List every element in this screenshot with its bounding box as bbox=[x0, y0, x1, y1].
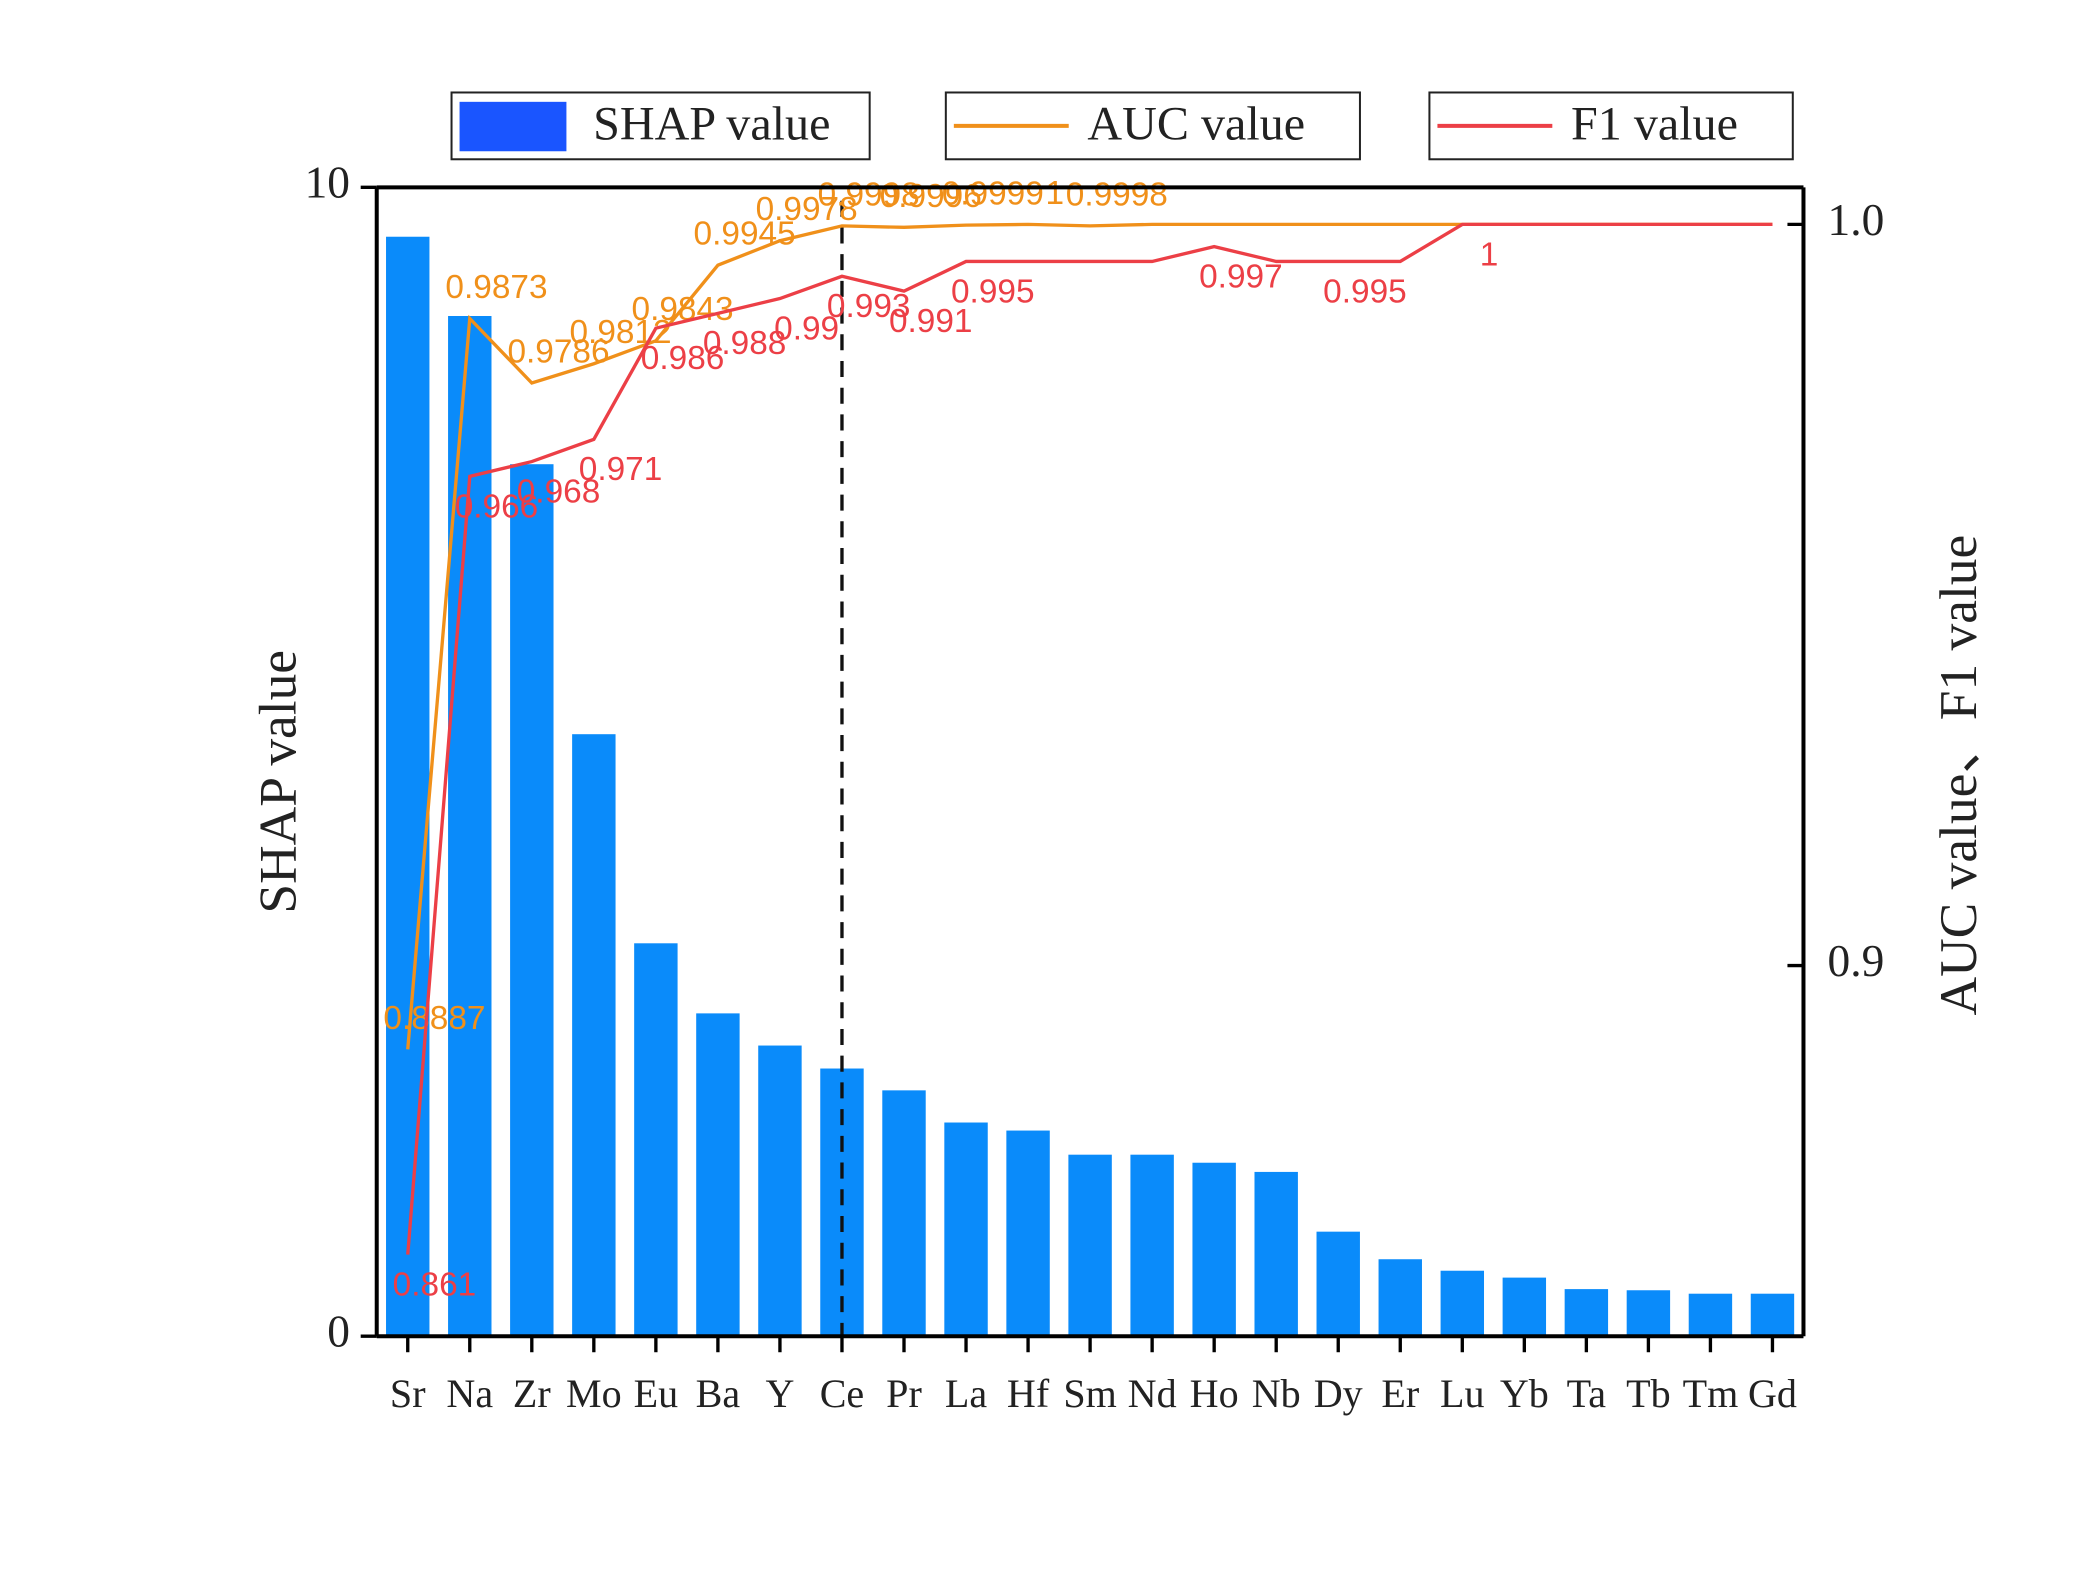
legend-box bbox=[1428, 91, 1794, 161]
data-label: 0.9998 bbox=[1066, 176, 1168, 213]
data-label: 0.993 bbox=[827, 288, 911, 325]
bar bbox=[1626, 1290, 1671, 1337]
data-label: 0.9786 bbox=[507, 333, 609, 370]
y-tick-label: 0 bbox=[327, 1307, 350, 1357]
data-label: 0.9945 bbox=[694, 216, 796, 253]
bar bbox=[572, 734, 616, 1337]
x-tick-label: Nb bbox=[1252, 1371, 1301, 1416]
x-tick-label: Y bbox=[765, 1371, 794, 1416]
data-label: 1 bbox=[1480, 236, 1499, 273]
x-tick-label: La bbox=[945, 1371, 987, 1416]
x-tick-label: Ta bbox=[1567, 1371, 1607, 1416]
data-label: 0.861 bbox=[393, 1267, 477, 1304]
data-label: 0.966 bbox=[455, 488, 539, 525]
bar bbox=[1006, 1130, 1050, 1337]
bar bbox=[510, 464, 554, 1337]
line bbox=[406, 222, 1773, 1255]
bar bbox=[758, 1045, 802, 1337]
legend-label: F1 value bbox=[1571, 98, 1738, 151]
bar bbox=[696, 1013, 740, 1337]
x-tick-label: Sr bbox=[390, 1371, 426, 1416]
x-tick-label: Pr bbox=[886, 1371, 922, 1416]
x-tick-label: Gd bbox=[1748, 1371, 1797, 1416]
bar bbox=[386, 236, 430, 1337]
legend-swatch bbox=[459, 101, 567, 152]
data-label: 0.991 bbox=[889, 303, 973, 340]
x-tick-label: Mo bbox=[566, 1371, 622, 1416]
bar bbox=[1068, 1154, 1112, 1337]
x-tick-label: Tm bbox=[1683, 1371, 1739, 1416]
bar bbox=[634, 943, 678, 1337]
bar bbox=[1440, 1270, 1485, 1337]
bar bbox=[1688, 1293, 1733, 1337]
data-label: 0.9998 bbox=[818, 176, 920, 213]
x-tick-label: Tb bbox=[1626, 1371, 1671, 1416]
bar bbox=[944, 1122, 988, 1337]
bar bbox=[1316, 1231, 1360, 1337]
data-label: 0.971 bbox=[579, 451, 663, 488]
data-label: 0.9996 bbox=[880, 178, 982, 215]
data-label: 0.99 bbox=[774, 310, 839, 347]
x-tick-label: Nd bbox=[1128, 1371, 1177, 1416]
x-tick-label: Ba bbox=[696, 1371, 741, 1416]
bar bbox=[882, 1090, 926, 1337]
data-label: 0.9978 bbox=[756, 191, 858, 228]
x-tick-label: Eu bbox=[634, 1371, 679, 1416]
data-label: 0.9999 bbox=[942, 176, 1044, 213]
data-label: 1 bbox=[1046, 175, 1065, 212]
data-label: 0.995 bbox=[951, 273, 1035, 310]
x-tick-label: Ce bbox=[820, 1371, 865, 1416]
bar bbox=[1254, 1171, 1298, 1337]
legend-box bbox=[450, 91, 871, 161]
data-label: 0.8887 bbox=[383, 1000, 485, 1037]
y-tick-label: 10 bbox=[305, 158, 350, 208]
data-label: 0.995 bbox=[1323, 273, 1407, 310]
x-tick-label: Yb bbox=[1500, 1371, 1549, 1416]
y2-tick-label: 0.9 bbox=[1828, 936, 1885, 986]
y2-axis-title: AUC value、F1 value bbox=[1928, 535, 1988, 1016]
bar bbox=[1192, 1162, 1236, 1337]
y-axis-title: SHAP value bbox=[247, 650, 307, 914]
y2-tick-label: 1.0 bbox=[1828, 195, 1885, 245]
legend-label: SHAP value bbox=[593, 98, 830, 151]
legend-label: AUC value bbox=[1087, 98, 1305, 151]
bar bbox=[448, 316, 492, 1337]
x-tick-label: Er bbox=[1381, 1371, 1419, 1416]
x-tick-label: Na bbox=[446, 1371, 493, 1416]
x-tick-label: Sm bbox=[1063, 1371, 1116, 1416]
data-label: 0.986 bbox=[641, 340, 725, 377]
legend-box bbox=[944, 91, 1361, 161]
x-tick-label: Lu bbox=[1440, 1371, 1485, 1416]
data-label: 0.988 bbox=[703, 325, 787, 362]
bar bbox=[1750, 1293, 1795, 1337]
bar bbox=[1378, 1259, 1422, 1337]
x-tick-label: Zr bbox=[513, 1371, 551, 1416]
data-label: 0.968 bbox=[517, 473, 601, 510]
x-tick-label: Hf bbox=[1007, 1371, 1050, 1416]
bar bbox=[1564, 1289, 1609, 1337]
x-tick-label: Ho bbox=[1190, 1371, 1239, 1416]
data-label: 0.997 bbox=[1199, 259, 1283, 296]
x-tick-label: Dy bbox=[1314, 1371, 1363, 1416]
bar bbox=[1502, 1277, 1547, 1337]
data-label: 0.9873 bbox=[445, 269, 547, 306]
bar bbox=[1130, 1154, 1174, 1337]
